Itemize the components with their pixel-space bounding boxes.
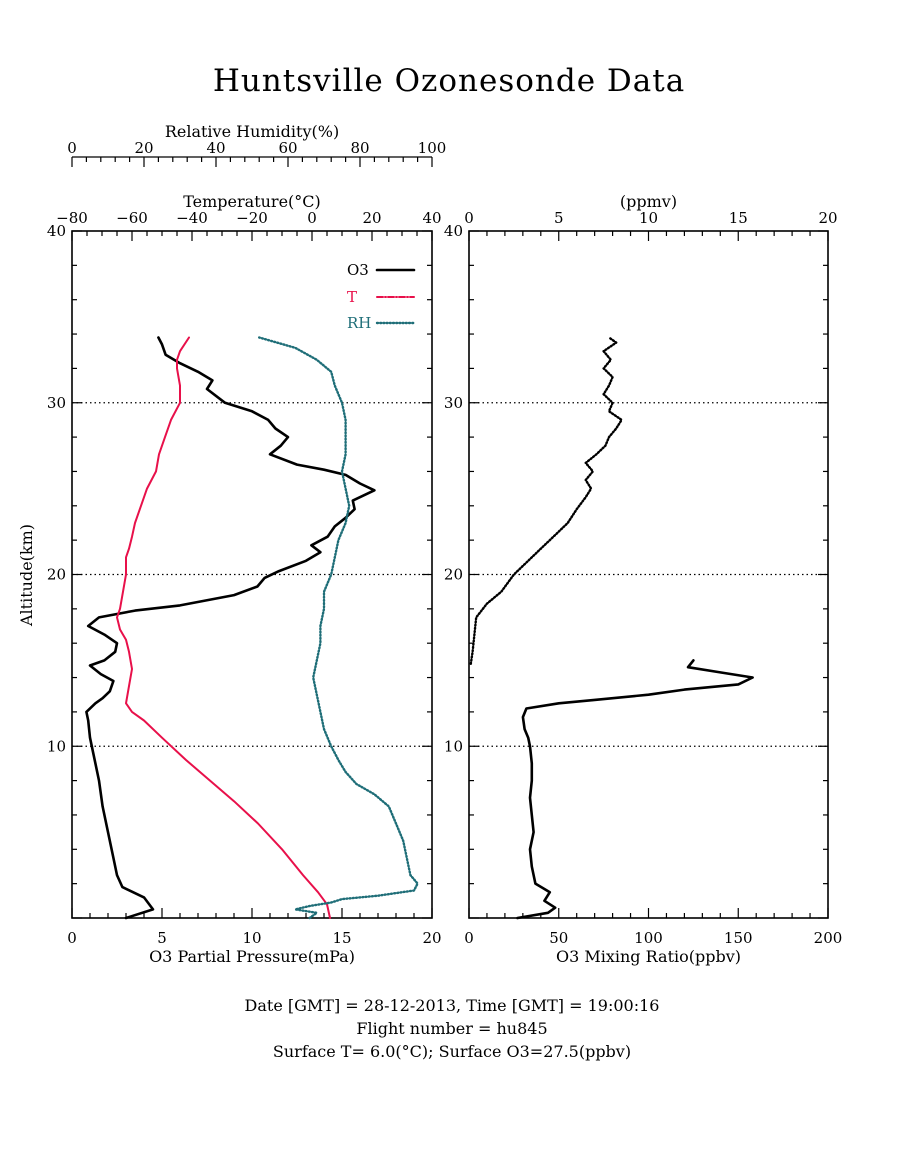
footer-date-time: Date [GMT] = 28-12-2013, Time [GMT] = 19… [245,996,660,1015]
mixing-ratio-ppmv-tick-label: 10 [639,209,658,227]
altitude-tick-label: 20 [47,566,66,584]
o3-pressure-tick-label: 15 [332,929,351,947]
o3-pressure-tick-label: 0 [67,929,77,947]
series-o3-mixing-ratio-line [469,336,623,665]
altitude-tick-label: 10 [444,737,463,755]
mixing-ratio-ppmv-axis-label: (ppmv) [620,192,677,211]
legend-label-o3: O3 [347,261,369,279]
series-o3-line [85,336,376,920]
legend-label-rh: RH [347,314,371,332]
mixing-ratio-ppmv-tick-label: 20 [818,209,837,227]
humidity-tick-label: 80 [350,139,369,157]
temperature-tick-label: −40 [176,209,208,227]
humidity-tick-label: 20 [134,139,153,157]
series-o3-mixing-ratio-line [516,659,754,920]
altitude-axis-label: Altitude(km) [17,524,36,627]
series-t-line [116,336,331,919]
temperature-tick-label: 40 [422,209,441,227]
altitude-tick-label: 10 [47,737,66,755]
footer-flight-number: Flight number = hu845 [356,1019,547,1038]
temperature-tick-label: −80 [56,209,88,227]
altitude-tick-label: 30 [444,394,463,412]
altitude-tick-label: 20 [444,566,463,584]
humidity-tick-label: 60 [278,139,297,157]
mixing-ratio-ppbv-tick-label: 150 [724,929,753,947]
altitude-tick-label: 40 [47,222,66,240]
altitude-tick-label: 40 [444,222,463,240]
mixing-ratio-ppbv-tick-label: 100 [634,929,663,947]
mixing-ratio-ppbv-tick-label: 0 [464,929,474,947]
mixing-ratio-ppmv-tick-label: 0 [464,209,474,227]
mixing-ratio-ppbv-tick-label: 50 [549,929,568,947]
chart-title: Huntsville Ozonesonde Data [213,63,685,99]
mixing-ratio-ppmv-tick-label: 5 [554,209,564,227]
mixing-ratio-ppmv-tick-label: 15 [729,209,748,227]
o3-pressure-tick-label: 5 [157,929,167,947]
o3-pressure-tick-label: 20 [422,929,441,947]
temperature-tick-label: 20 [362,209,381,227]
mixing-ratio-ppbv-axis-label: O3 Mixing Ratio(ppbv) [556,947,741,966]
humidity-axis-label: Relative Humidity(%) [165,122,339,141]
temperature-tick-label: −20 [236,209,268,227]
o3-pressure-tick-label: 10 [242,929,261,947]
humidity-tick-label: 0 [67,139,77,157]
series-rh-line [258,336,419,920]
humidity-tick-label: 40 [206,139,225,157]
o3-pressure-axis-label: O3 Partial Pressure(mPa) [149,947,355,966]
footer-surface-values: Surface T= 6.0(°C); Surface O3=27.5(ppbv… [273,1042,631,1061]
plot-frame [468,230,829,919]
temperature-tick-label: 0 [307,209,317,227]
temperature-tick-label: −60 [116,209,148,227]
humidity-tick-label: 100 [418,139,447,157]
left-panel: 10 20 30 40 0 5 10 15 20 O3 Partial Pressure(mPa)… [17,122,446,966]
temperature-axis-label: Temperature(°C) [183,192,321,211]
legend-label-t: T [347,288,357,306]
mixing-ratio-ppbv-tick-label: 200 [814,929,843,947]
altitude-tick-label: 30 [47,394,66,412]
